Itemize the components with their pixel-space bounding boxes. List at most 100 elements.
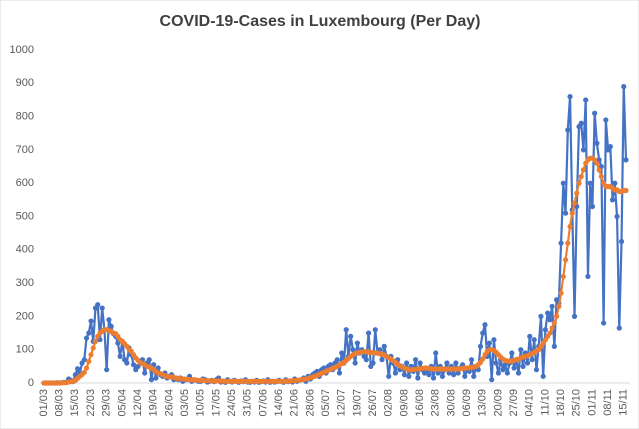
data-point [370,360,376,366]
data-point [551,343,557,349]
data-point [500,367,506,373]
data-point [540,373,546,379]
x-tick-label: 21/06 [289,389,301,417]
x-tick-label: 16/08 [414,389,426,417]
data-point [444,360,450,366]
data-point [491,337,497,343]
data-point [592,110,598,116]
x-tick-label: 15/11 [618,389,630,416]
data-point [598,173,604,180]
data-point [558,240,564,246]
data-point [350,347,356,353]
data-point [81,357,87,363]
data-point [401,372,407,378]
x-tick-label: 29/03 [101,389,113,417]
x-tick-label: 23/08 [430,389,442,417]
x-tick-label: 15/03 [69,389,81,417]
x-tick-label: 25/10 [571,389,583,417]
data-point [471,373,477,379]
data-point [372,327,378,333]
y-tick-label: 500 [16,210,34,222]
data-point [520,363,526,369]
data-point [583,97,589,103]
x-tick-label: 11/10 [539,389,551,416]
data-point [576,180,582,186]
data-point [556,303,562,310]
y-tick-label: 700 [16,144,34,156]
data-point [104,367,110,373]
data-point [603,117,609,123]
x-tick-label: 14/06 [273,389,285,417]
data-point [569,210,575,216]
x-tick-label: 04/10 [524,389,536,417]
data-point [363,357,369,363]
data-point [533,367,540,373]
data-point [124,360,130,366]
y-tick-label: 300 [16,277,34,289]
x-tick-label: 30/08 [445,389,457,417]
data-point [594,140,600,146]
data-point [547,317,553,323]
x-tick-label: 07/06 [257,389,269,417]
data-point [365,330,372,336]
data-point [462,373,468,379]
x-tick-label: 28/06 [304,389,316,417]
data-point [379,357,385,363]
data-point [480,330,486,336]
data-point [142,370,148,376]
x-tick-label: 13/09 [477,389,489,417]
data-point [83,335,90,341]
x-tick-label: 01/11 [586,389,598,416]
data-point [153,375,159,381]
data-point [531,337,537,343]
x-tick-label: 09/08 [398,389,410,417]
data-point [554,313,560,319]
y-tick-label: 200 [16,310,34,322]
data-point [618,238,625,245]
data-point [453,360,459,366]
data-point [571,313,578,319]
data-point [108,323,114,329]
data-point [148,377,155,383]
data-point [560,273,566,280]
data-point [594,160,600,166]
data-point [515,370,522,376]
data-point [392,370,399,376]
data-point [560,180,566,186]
x-tick-label: 12/07 [336,389,348,417]
data-point [524,360,531,366]
data-point [567,94,573,100]
data-point [565,240,571,246]
data-point [334,357,340,363]
x-tick-label: 08/11 [602,389,614,416]
data-point [549,303,555,310]
data-point [135,363,141,369]
data-point [343,327,349,333]
data-point [587,180,593,186]
x-tick-label: 17/05 [210,389,222,417]
y-tick-label: 600 [16,177,34,189]
x-tick-label: 12/04 [132,389,144,417]
data-point [99,305,105,311]
data-point [601,320,607,326]
x-tick-label: 03/05 [179,389,191,417]
data-point [549,325,555,331]
data-point [558,290,564,296]
y-tick-label: 1000 [10,44,34,56]
data-point [571,200,578,206]
data-point [578,120,584,126]
data-point [477,343,484,349]
x-tick-label: 01/03 [38,389,50,417]
x-tick-label: 26/07 [367,389,379,417]
y-tick-label: 100 [16,344,34,356]
data-point [589,203,596,210]
data-point [612,180,618,186]
data-point [574,190,580,196]
data-point [117,353,123,359]
data-point [565,127,571,133]
data-point [404,360,410,366]
data-point [354,340,360,346]
data-point [609,197,616,203]
x-tick-label: 02/08 [383,389,395,417]
